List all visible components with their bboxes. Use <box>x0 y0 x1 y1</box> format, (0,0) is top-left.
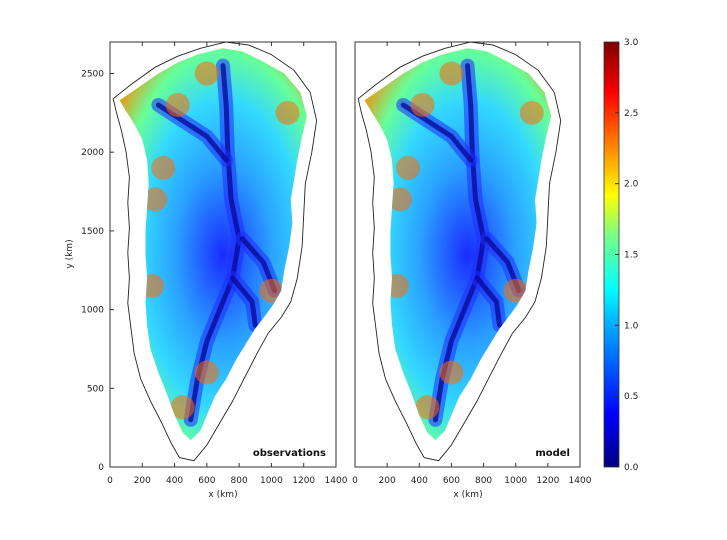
margin-hotspot <box>143 187 168 212</box>
x-axis-label: x (km) <box>208 490 237 500</box>
model-x-axis-label: x (km) <box>453 490 482 500</box>
margin-hotspot <box>165 92 190 117</box>
margin-hotspot <box>439 360 464 385</box>
x-tick-label: 1400 <box>325 476 348 486</box>
colorbar-tick-label: 2.5 <box>624 109 638 119</box>
x-tick-label: 1000 <box>260 476 283 486</box>
x-tick-label: 800 <box>231 476 248 486</box>
model-coastline <box>357 41 562 462</box>
colorbar-tick-label: 1.0 <box>624 321 639 331</box>
x-tick-label: 800 <box>475 476 492 486</box>
observations-label: observations <box>253 448 326 459</box>
y-tick-label: 0 <box>98 463 104 473</box>
colorbar-tick-label: 0.5 <box>624 392 638 402</box>
ice-ridge-core <box>230 275 258 328</box>
y-tick-label: 1500 <box>81 227 104 237</box>
margin-hotspot <box>410 92 435 117</box>
colorbar-tick-label: 2.0 <box>624 180 639 190</box>
colorbar-tick-label: 1.5 <box>624 251 638 261</box>
margin-hotspot <box>194 61 219 86</box>
x-tick-label: 200 <box>134 476 151 486</box>
x-tick-label: 600 <box>443 476 460 486</box>
x-tick-label: 0 <box>107 476 113 486</box>
observations-x-ticks: 0 200 400 600 800 1000 1200 1400 <box>107 42 348 486</box>
margin-hotspot <box>519 100 544 125</box>
x-tick-label: 600 <box>198 476 215 486</box>
colorbar-ticks: 0.0 0.5 1.0 1.5 2.0 2.5 3.0 <box>615 38 639 473</box>
observations-panel: 0 200 400 600 800 1000 1200 1400 0 500 1000 1500 20… <box>65 41 348 500</box>
margin-hotspot <box>388 187 412 212</box>
model-panel: 0 200 400 600 800 1000 1200 1400 x (km) model <box>352 41 592 500</box>
ice-ridge-core <box>474 275 503 328</box>
margin-hotspot <box>415 395 440 420</box>
x-tick-label: 200 <box>379 476 396 486</box>
ice-ridge-core <box>188 63 242 423</box>
x-tick-label: 1400 <box>569 476 592 486</box>
y-tick-label: 2000 <box>81 148 104 158</box>
margin-hotspot <box>151 155 176 180</box>
model-label: model <box>535 448 570 459</box>
margin-hotspot <box>259 278 284 303</box>
x-tick-label: 400 <box>411 476 428 486</box>
y-axis-label: y (km) <box>65 239 75 268</box>
ice-ridge-core <box>432 63 487 423</box>
margin-hotspot <box>503 278 528 303</box>
colorbar-tick-label: 0.0 <box>624 463 639 473</box>
x-tick-label: 1000 <box>504 476 527 486</box>
y-tick-label: 2500 <box>81 69 104 79</box>
y-tick-label: 500 <box>87 384 104 394</box>
margin-hotspot <box>170 395 195 420</box>
x-tick-label: 1200 <box>536 476 559 486</box>
colorbar: 0.0 0.5 1.0 1.5 2.0 2.5 3.0 <box>603 38 639 473</box>
x-tick-label: 0 <box>352 476 358 486</box>
margin-hotspot <box>194 360 219 385</box>
margin-hotspot <box>396 155 421 180</box>
observations-y-ticks: 0 500 1000 1500 2000 2500 <box>81 69 114 473</box>
observations-coastline <box>112 41 318 462</box>
x-tick-label: 400 <box>166 476 183 486</box>
margin-hotspot <box>439 61 464 86</box>
margin-hotspot <box>275 100 300 125</box>
y-tick-label: 1000 <box>81 306 104 316</box>
x-tick-label: 1200 <box>292 476 315 486</box>
colorbar-tick-label: 3.0 <box>624 38 639 48</box>
model-x-ticks: 0 200 400 600 800 1000 1200 1400 <box>352 42 592 486</box>
